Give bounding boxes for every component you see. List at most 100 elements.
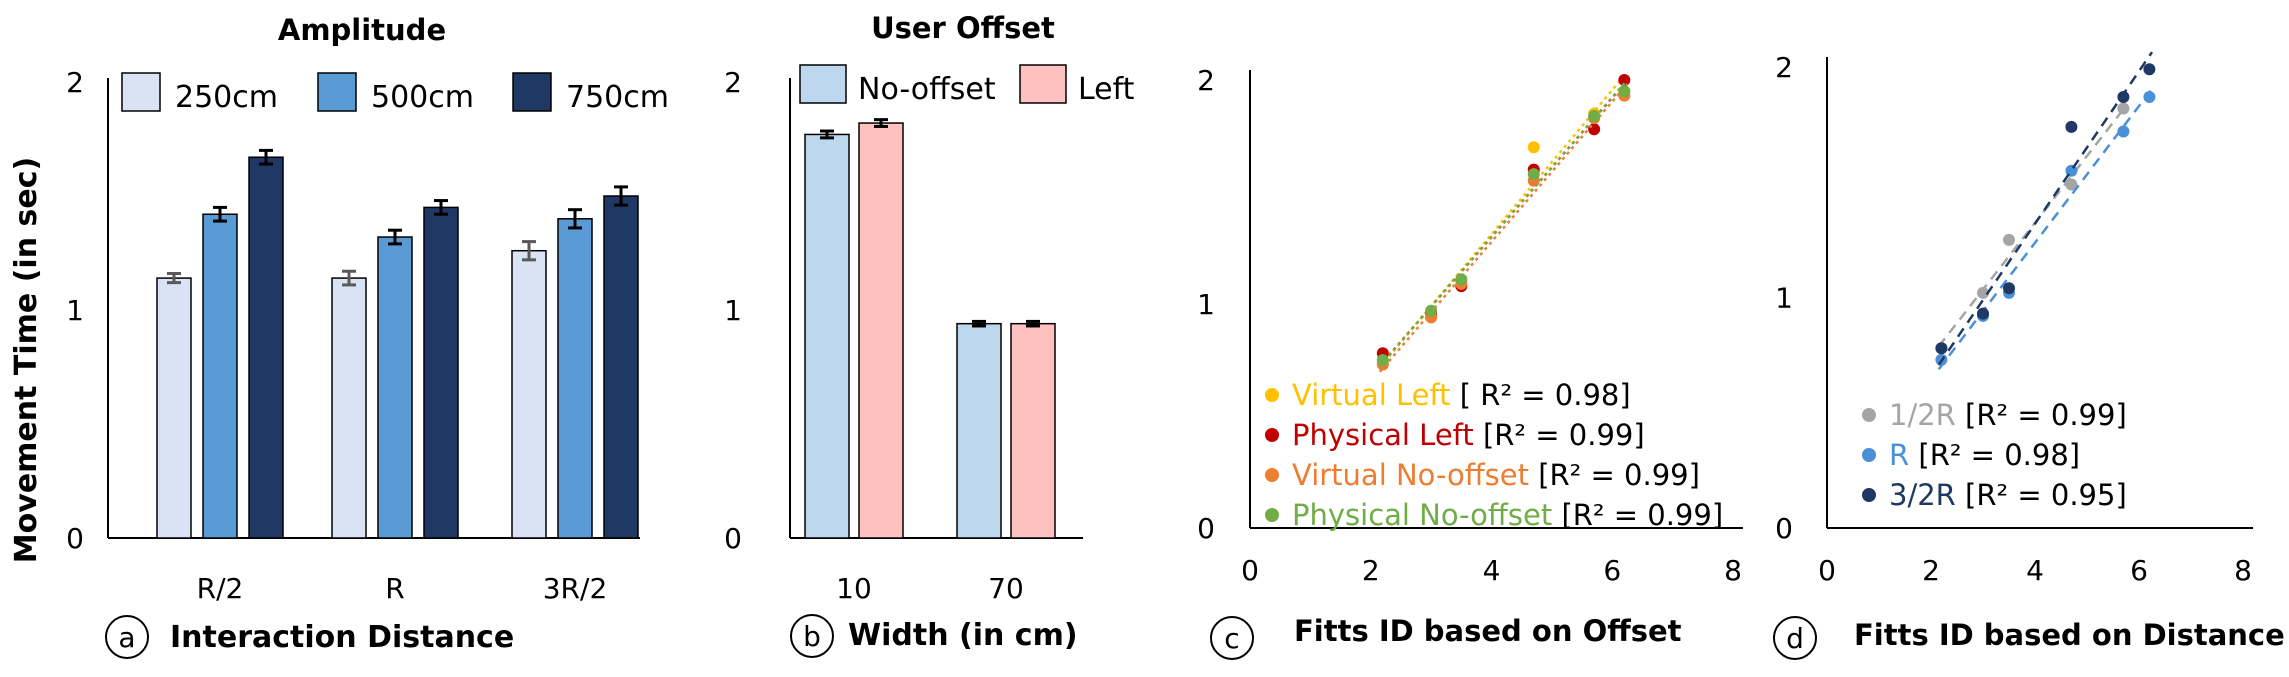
data-point bbox=[1455, 273, 1468, 286]
legend-entry: R [R² = 0.98] bbox=[1889, 438, 2080, 472]
legend-marker bbox=[1265, 428, 1279, 442]
legend-r-squared: [R² = 0.99] bbox=[1483, 418, 1645, 452]
panel-b-user-offset-bar-chart: 0 1 2 10 70 No-offset Left bbox=[724, 64, 1135, 605]
panel-c-xlabel: Fitts ID based on Offset bbox=[1294, 614, 1682, 648]
legend-r-squared: [R² = 0.99] bbox=[1561, 498, 1723, 532]
x-tick-label: 2 bbox=[1922, 554, 1940, 587]
data-point bbox=[2143, 90, 2156, 103]
legend-label: Left bbox=[1078, 72, 1135, 107]
y-tick-label: 1 bbox=[66, 294, 84, 327]
trend-line bbox=[1378, 83, 1629, 373]
legend-marker bbox=[1265, 388, 1279, 402]
legend-entry: Virtual No-offset [R² = 0.99] bbox=[1292, 458, 1700, 492]
x-tick-label: 6 bbox=[1603, 554, 1621, 587]
legend-series-name: Physical No-offset bbox=[1292, 498, 1561, 532]
legend-series-name: 1/2R bbox=[1889, 398, 1965, 432]
legend-swatch bbox=[512, 72, 552, 112]
data-point bbox=[1527, 168, 1540, 181]
trend-line bbox=[1937, 51, 2154, 366]
panel-b-xlabel: Width (in cm) bbox=[848, 618, 1078, 653]
y-tick-label: 0 bbox=[1197, 512, 1215, 545]
bar bbox=[248, 156, 284, 539]
bar bbox=[377, 236, 413, 539]
y-tick-label: 2 bbox=[66, 66, 84, 99]
panel-c-offset-scatter-chart: 0 1 2 0 2 4 6 8 Virtual Left [ R² = 0.98] Physica… bbox=[1197, 64, 1743, 587]
panel-letter-c: c bbox=[1210, 616, 1254, 660]
data-point bbox=[2117, 102, 2130, 115]
x-tick-label: 70 bbox=[988, 572, 1024, 605]
legend-swatch bbox=[121, 72, 161, 112]
x-tick-label: 2 bbox=[1362, 554, 1380, 587]
data-point bbox=[1376, 354, 1389, 366]
bar bbox=[202, 213, 238, 539]
y-tick-label: 0 bbox=[66, 522, 84, 555]
legend-series-name: 3/2R bbox=[1889, 478, 1965, 512]
panel-a-title: Amplitude bbox=[278, 13, 446, 47]
data-point bbox=[1425, 304, 1438, 317]
x-tick-label: 0 bbox=[1241, 554, 1259, 587]
bar bbox=[511, 249, 547, 539]
data-point bbox=[2003, 233, 2015, 246]
x-tick-label: 8 bbox=[2234, 554, 2252, 587]
bar bbox=[804, 133, 850, 539]
svg-text:d: d bbox=[1786, 622, 1804, 655]
data-point bbox=[1977, 286, 1989, 299]
data-point bbox=[1618, 74, 1631, 86]
legend-r-squared: [R² = 0.99] bbox=[1965, 398, 2127, 432]
legend-entry: 3/2R [R² = 0.95] bbox=[1889, 478, 2127, 512]
panel-letter-b: b bbox=[790, 614, 834, 658]
y-tick-label: 1 bbox=[1775, 282, 1793, 315]
legend-series-name: Virtual No-offset bbox=[1292, 458, 1538, 492]
trend-line bbox=[1378, 79, 1629, 367]
panel-letter-a: a bbox=[105, 615, 149, 659]
data-point bbox=[2117, 90, 2130, 103]
legend-entry: 1/2R [R² = 0.99] bbox=[1889, 398, 2127, 432]
x-tick-label: 3R/2 bbox=[543, 572, 608, 605]
x-tick-label: R bbox=[385, 572, 404, 605]
x-tick-label: 4 bbox=[2026, 554, 2044, 587]
y-tick-label: 2 bbox=[1775, 51, 1793, 84]
legend-swatch bbox=[317, 72, 357, 112]
legend-label: 500cm bbox=[371, 80, 474, 115]
x-tick-label: 10 bbox=[836, 572, 872, 605]
bar bbox=[156, 277, 192, 539]
bar bbox=[557, 218, 593, 539]
legend-marker bbox=[1265, 468, 1279, 482]
data-point bbox=[1935, 342, 1948, 355]
data-point bbox=[1618, 85, 1631, 98]
x-tick-label: R/2 bbox=[197, 572, 244, 605]
panel-d-distance-scatter-chart: 0 1 2 0 2 4 6 8 1/2R [R² = 0.99] R [R² = 0.98] 3/2… bbox=[1775, 51, 2253, 587]
bar bbox=[423, 206, 459, 539]
bar bbox=[331, 277, 367, 539]
legend-r-squared: [R² = 0.99] bbox=[1538, 458, 1700, 492]
legend-r-squared: [ R² = 0.98] bbox=[1460, 378, 1631, 412]
bar bbox=[956, 322, 1002, 539]
panel-a-amplitude-bar-chart: 0 1 2 R/2 R 3R/2 250cm 500cm 750cm bbox=[66, 66, 669, 605]
legend-label: No-offset bbox=[858, 72, 996, 107]
x-tick-label: 0 bbox=[1818, 554, 1836, 587]
data-point bbox=[2117, 125, 2130, 138]
data-point bbox=[2143, 63, 2156, 76]
legend-swatch bbox=[1019, 64, 1067, 104]
legend-series-name: R bbox=[1889, 438, 1918, 472]
bar bbox=[858, 122, 904, 539]
y-tick-label: 0 bbox=[724, 522, 742, 555]
legend-label: 250cm bbox=[175, 80, 278, 115]
panel-d-xlabel: Fitts ID based on Distance bbox=[1854, 618, 2285, 652]
data-point bbox=[2065, 120, 2078, 133]
legend-label: 750cm bbox=[566, 80, 669, 115]
svg-text:a: a bbox=[118, 621, 135, 654]
legend-marker bbox=[1862, 408, 1876, 422]
legend-entry: Physical Left [R² = 0.99] bbox=[1292, 418, 1645, 452]
x-tick-label: 6 bbox=[2130, 554, 2148, 587]
legend-series-name: Physical Left bbox=[1292, 418, 1483, 452]
trend-line bbox=[1937, 88, 2153, 371]
legend-marker bbox=[1862, 488, 1876, 502]
bar bbox=[603, 195, 639, 539]
svg-text:b: b bbox=[803, 620, 821, 653]
legend-series-name: Virtual Left bbox=[1292, 378, 1460, 412]
y-tick-label: 1 bbox=[1197, 288, 1215, 321]
trend-line bbox=[1937, 105, 2127, 348]
y-tick-label: 0 bbox=[1775, 512, 1793, 545]
